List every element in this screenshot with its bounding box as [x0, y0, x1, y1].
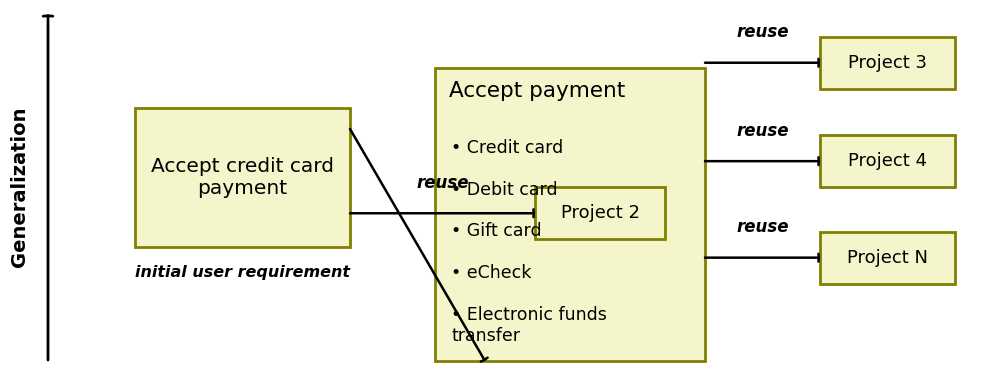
Text: Accept credit card
payment: Accept credit card payment	[151, 157, 334, 198]
Text: reuse: reuse	[736, 122, 789, 140]
Text: reuse: reuse	[736, 24, 789, 41]
Text: Project 3: Project 3	[848, 54, 927, 72]
FancyBboxPatch shape	[820, 37, 955, 89]
Text: Project 2: Project 2	[561, 204, 640, 222]
Text: • Gift card: • Gift card	[451, 222, 542, 240]
Text: Project N: Project N	[847, 249, 928, 267]
Text: • Debit card: • Debit card	[451, 181, 558, 199]
FancyBboxPatch shape	[435, 68, 705, 361]
Text: • eCheck: • eCheck	[451, 264, 531, 282]
Text: Generalization: Generalization	[10, 107, 30, 267]
Text: Project 4: Project 4	[848, 152, 927, 170]
Text: initial user requirement: initial user requirement	[135, 265, 350, 279]
Text: reuse: reuse	[736, 218, 789, 236]
FancyBboxPatch shape	[135, 108, 350, 247]
FancyBboxPatch shape	[535, 187, 665, 239]
Text: reuse: reuse	[416, 174, 469, 192]
FancyBboxPatch shape	[820, 135, 955, 187]
Text: • Electronic funds
transfer: • Electronic funds transfer	[451, 306, 607, 345]
Text: Accept payment: Accept payment	[449, 81, 625, 101]
Text: • Credit card: • Credit card	[451, 139, 563, 157]
FancyBboxPatch shape	[820, 232, 955, 284]
